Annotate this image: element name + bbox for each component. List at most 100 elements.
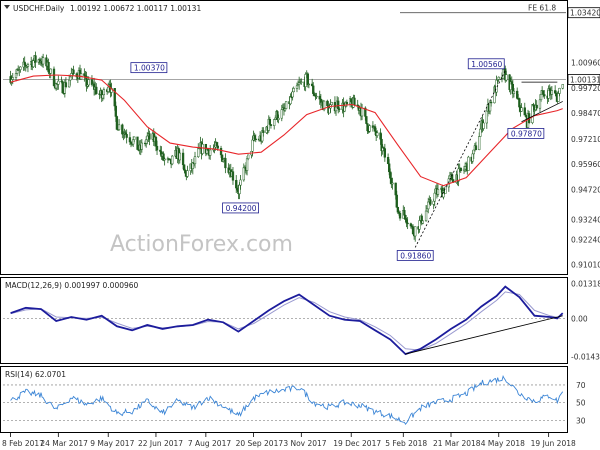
rsi-line bbox=[10, 375, 564, 425]
candle-body bbox=[497, 76, 500, 80]
candle-body bbox=[409, 223, 413, 227]
candle-body bbox=[83, 73, 86, 76]
candle-body bbox=[11, 77, 14, 80]
price-label-box bbox=[396, 250, 434, 261]
candle-body bbox=[186, 170, 189, 177]
candle-body bbox=[542, 90, 545, 95]
candle-body bbox=[26, 64, 30, 67]
price-label-box bbox=[130, 62, 168, 74]
candle-body bbox=[231, 171, 235, 181]
candle-body bbox=[254, 138, 257, 141]
candle-body bbox=[148, 133, 151, 140]
candle-body bbox=[398, 213, 402, 219]
candle-body bbox=[247, 154, 250, 160]
rsi-y-tick: 70 bbox=[576, 381, 586, 390]
candle-body bbox=[318, 95, 321, 100]
candle-body bbox=[457, 168, 460, 182]
candle-body bbox=[505, 74, 508, 81]
candle-body bbox=[23, 61, 26, 66]
macd-y-tick: 0.00 bbox=[571, 314, 588, 323]
candle-body bbox=[277, 117, 280, 120]
price-label-box bbox=[222, 202, 259, 214]
candle-body bbox=[518, 98, 521, 108]
x-tick-label: 24 Mar 2017 bbox=[40, 439, 88, 448]
candle-body bbox=[146, 135, 149, 141]
candle-body bbox=[365, 116, 368, 124]
candle-body bbox=[136, 136, 139, 150]
candle-body bbox=[115, 116, 119, 130]
candle-body bbox=[64, 82, 68, 88]
candle-body bbox=[425, 208, 429, 212]
price-label-box bbox=[467, 58, 505, 70]
candle-body bbox=[306, 73, 309, 86]
candle-body bbox=[383, 148, 386, 158]
candle-body bbox=[432, 200, 435, 205]
price-panel-frame bbox=[0, 0, 568, 275]
candle-body bbox=[350, 98, 353, 103]
candle-body bbox=[307, 83, 311, 86]
candle-body bbox=[145, 139, 148, 144]
candle-body bbox=[343, 105, 346, 112]
candle-body bbox=[315, 95, 318, 98]
candle-body bbox=[353, 97, 356, 106]
candle-body bbox=[531, 104, 534, 124]
candle-body bbox=[117, 124, 121, 130]
candle-body bbox=[379, 132, 382, 140]
fib-level-label: FE 61.8 bbox=[528, 4, 556, 13]
candle-body bbox=[403, 210, 406, 216]
candle-body bbox=[201, 143, 204, 154]
price-y-tick: 0.92240 bbox=[571, 236, 600, 245]
price-candles bbox=[9, 51, 564, 242]
candle-body bbox=[444, 186, 447, 194]
candle-body bbox=[121, 124, 124, 135]
candle-body bbox=[366, 123, 369, 132]
candle-body bbox=[291, 91, 294, 98]
candle-body bbox=[284, 101, 288, 109]
candle-body bbox=[87, 79, 90, 86]
price-label-text: 0.94200 bbox=[226, 204, 257, 213]
candle-body bbox=[389, 171, 392, 179]
candle-body bbox=[49, 68, 52, 74]
candle-body bbox=[459, 167, 462, 172]
price-panel-menu-icon[interactable] bbox=[4, 5, 10, 9]
rsi-grid bbox=[3, 384, 566, 421]
candle-body bbox=[215, 142, 218, 147]
candle-body bbox=[404, 215, 407, 220]
candle-body bbox=[273, 119, 276, 126]
candle-body bbox=[57, 80, 60, 85]
y-axis-labels: 1.00960 0.99720 0.98470 0.97210 0.95960 0.947… bbox=[567, 7, 600, 425]
price-y-tick: 0.97210 bbox=[571, 135, 600, 144]
price-label-text: 1.00560 bbox=[471, 60, 502, 69]
candle-body bbox=[427, 201, 430, 210]
candle-body bbox=[52, 68, 56, 86]
price-label-text: 0.91860 bbox=[400, 251, 431, 260]
candle-body bbox=[269, 124, 273, 126]
candle-body bbox=[128, 137, 132, 143]
candle-body bbox=[154, 136, 158, 147]
candle-body bbox=[394, 182, 397, 196]
candle-body bbox=[313, 93, 316, 96]
candle-body bbox=[360, 107, 364, 117]
candle-body bbox=[345, 101, 349, 105]
macd-y-tick: -0.014339 bbox=[571, 352, 600, 361]
candle-body bbox=[193, 156, 197, 165]
candle-body bbox=[125, 134, 128, 138]
candle-body bbox=[554, 90, 557, 94]
price-panel-title: USDCHF.Daily bbox=[13, 4, 65, 13]
candle-body bbox=[140, 142, 144, 150]
candle-body bbox=[376, 132, 379, 136]
candle-body bbox=[429, 199, 432, 205]
candle-body bbox=[411, 226, 415, 234]
price-y-tick: 0.98470 bbox=[571, 109, 600, 118]
candle-body bbox=[463, 166, 467, 170]
candle-body bbox=[436, 189, 440, 195]
candle-body bbox=[262, 130, 265, 133]
candle-body bbox=[280, 109, 283, 119]
candle-body bbox=[561, 84, 564, 89]
x-tick-label: 19 Dec 2017 bbox=[333, 439, 381, 448]
candle-body bbox=[330, 102, 333, 105]
candle-body bbox=[543, 94, 546, 97]
candle-body bbox=[300, 81, 303, 83]
price-label-text: 0.97870 bbox=[511, 129, 542, 138]
macd-lines bbox=[10, 285, 564, 356]
